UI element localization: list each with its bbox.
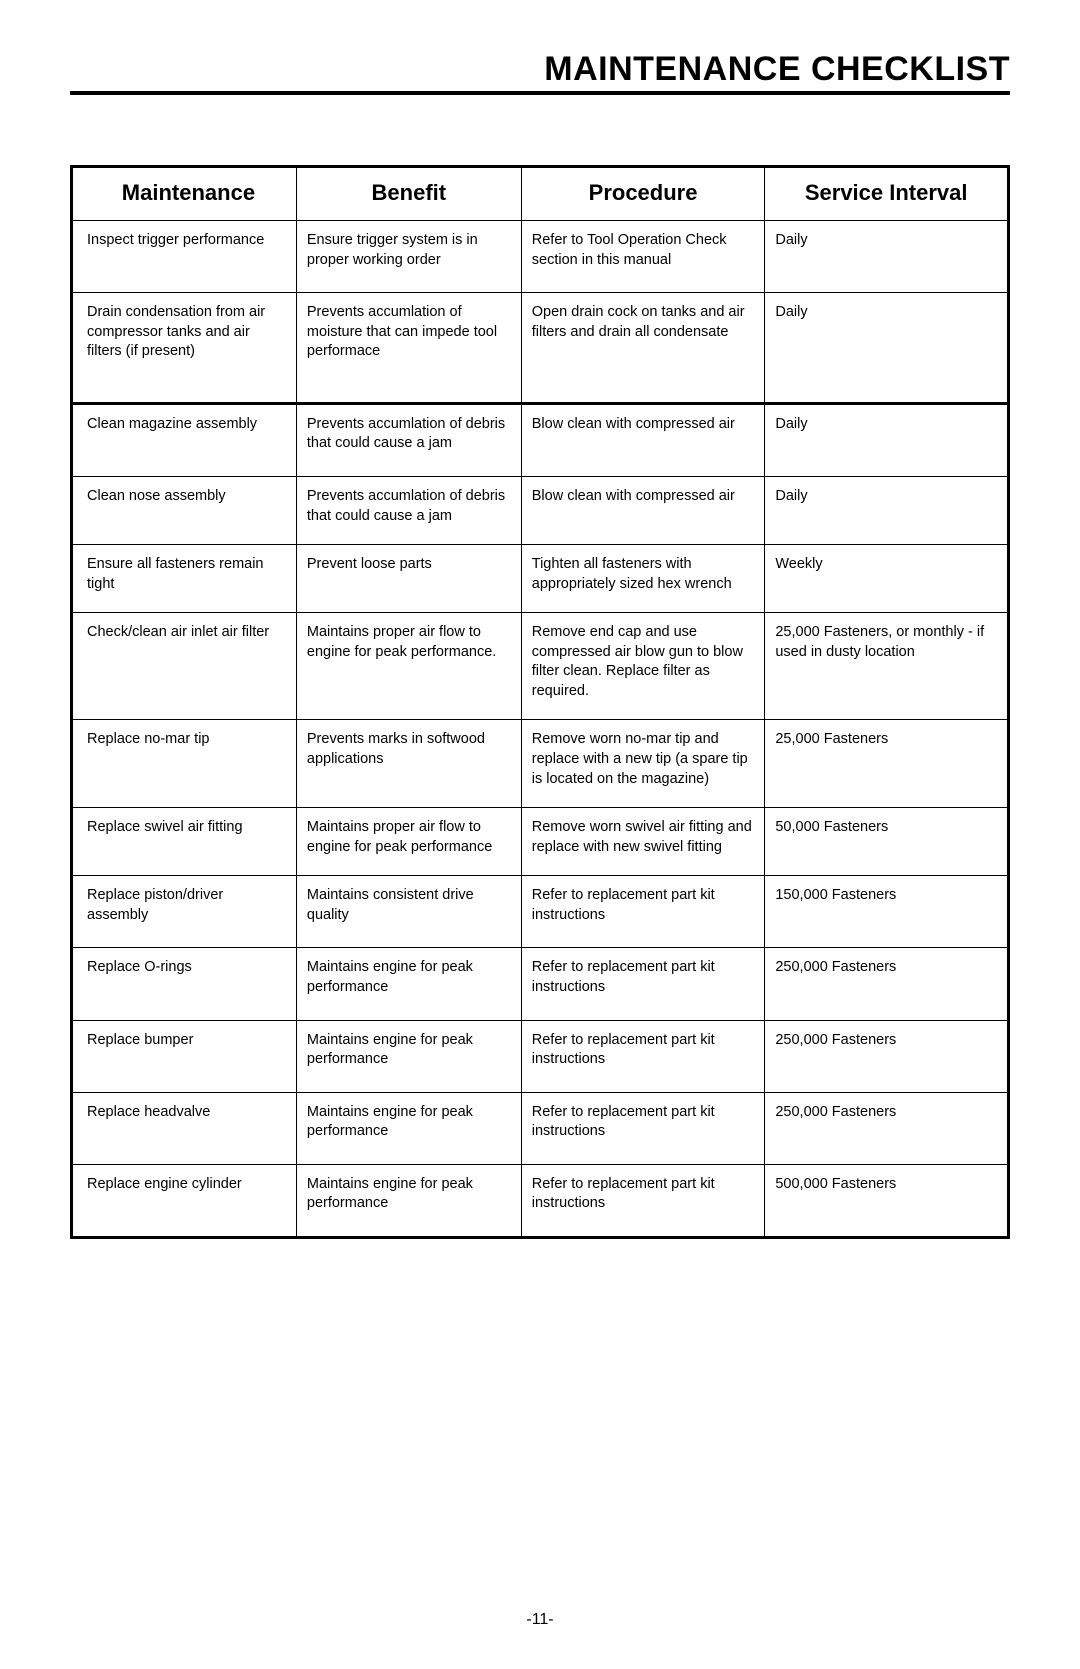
cell-interval: Weekly	[765, 545, 1009, 613]
document-page: MAINTENANCE CHECKLIST Maintenance Benefi…	[0, 0, 1080, 1669]
cell-benefit: Prevents accumlation of moisture that ca…	[296, 293, 521, 404]
cell-benefit: Prevents accumlation of debris that coul…	[296, 476, 521, 544]
table-row: Replace swivel air fittingMaintains prop…	[72, 808, 1009, 876]
cell-maintenance: Inspect trigger performance	[72, 221, 297, 293]
cell-benefit: Maintains consistent drive quality	[296, 876, 521, 948]
page-number: -11-	[0, 1611, 1080, 1629]
cell-interval: 50,000 Fasteners	[765, 808, 1009, 876]
cell-maintenance: Replace piston/driver assembly	[72, 876, 297, 948]
cell-procedure: Refer to replacement part kit instructio…	[521, 876, 765, 948]
cell-procedure: Refer to replacement part kit instructio…	[521, 1020, 765, 1092]
table-row: Ensure all fasteners remain tightPrevent…	[72, 545, 1009, 613]
cell-interval: Daily	[765, 221, 1009, 293]
cell-benefit: Maintains engine for peak performance	[296, 1164, 521, 1237]
col-header-maintenance: Maintenance	[72, 167, 297, 221]
cell-interval: 250,000 Fasteners	[765, 948, 1009, 1020]
table-row: Replace headvalveMaintains engine for pe…	[72, 1092, 1009, 1164]
cell-benefit: Prevents accumlation of debris that coul…	[296, 403, 521, 476]
cell-maintenance: Check/clean air inlet air filter	[72, 613, 297, 720]
cell-interval: Daily	[765, 403, 1009, 476]
cell-procedure: Open drain cock on tanks and air filters…	[521, 293, 765, 404]
cell-maintenance: Replace headvalve	[72, 1092, 297, 1164]
cell-procedure: Blow clean with compressed air	[521, 403, 765, 476]
cell-maintenance: Drain condensation from air compressor t…	[72, 293, 297, 404]
maintenance-table: Maintenance Benefit Procedure Service In…	[70, 165, 1010, 1239]
table-row: Replace O-ringsMaintains engine for peak…	[72, 948, 1009, 1020]
cell-maintenance: Ensure all fasteners remain tight	[72, 545, 297, 613]
cell-interval: 150,000 Fasteners	[765, 876, 1009, 948]
cell-interval: Daily	[765, 293, 1009, 404]
cell-procedure: Refer to Tool Operation Check section in…	[521, 221, 765, 293]
table-row: Clean nose assemblyPrevents accumlation …	[72, 476, 1009, 544]
table-row: Clean magazine assemblyPrevents accumlat…	[72, 403, 1009, 476]
cell-procedure: Refer to replacement part kit instructio…	[521, 948, 765, 1020]
cell-benefit: Maintains engine for peak performance	[296, 948, 521, 1020]
cell-maintenance: Clean magazine assembly	[72, 403, 297, 476]
cell-interval: 25,000 Fasteners	[765, 720, 1009, 808]
cell-interval: 250,000 Fasteners	[765, 1092, 1009, 1164]
cell-procedure: Refer to replacement part kit instructio…	[521, 1164, 765, 1237]
cell-benefit: Maintains proper air flow to engine for …	[296, 808, 521, 876]
page-title-wrap: MAINTENANCE CHECKLIST	[70, 50, 1010, 95]
table-row: Replace engine cylinderMaintains engine …	[72, 1164, 1009, 1237]
page-title: MAINTENANCE CHECKLIST	[544, 50, 1010, 88]
cell-benefit: Ensure trigger system is in proper worki…	[296, 221, 521, 293]
cell-maintenance: Replace swivel air fitting	[72, 808, 297, 876]
cell-maintenance: Replace bumper	[72, 1020, 297, 1092]
cell-interval: 250,000 Fasteners	[765, 1020, 1009, 1092]
cell-interval: 500,000 Fasteners	[765, 1164, 1009, 1237]
cell-maintenance: Clean nose assembly	[72, 476, 297, 544]
cell-procedure: Tighten all fasteners with appropriately…	[521, 545, 765, 613]
cell-maintenance: Replace engine cylinder	[72, 1164, 297, 1237]
col-header-procedure: Procedure	[521, 167, 765, 221]
cell-maintenance: Replace no-mar tip	[72, 720, 297, 808]
table-header-row: Maintenance Benefit Procedure Service In…	[72, 167, 1009, 221]
table-row: Replace bumperMaintains engine for peak …	[72, 1020, 1009, 1092]
table-row: Drain condensation from air compressor t…	[72, 293, 1009, 404]
table-body: Inspect trigger performanceEnsure trigge…	[72, 221, 1009, 1238]
table-row: Replace piston/driver assemblyMaintains …	[72, 876, 1009, 948]
table-row: Check/clean air inlet air filterMaintain…	[72, 613, 1009, 720]
cell-procedure: Refer to replacement part kit instructio…	[521, 1092, 765, 1164]
cell-benefit: Prevent loose parts	[296, 545, 521, 613]
cell-procedure: Blow clean with compressed air	[521, 476, 765, 544]
cell-interval: Daily	[765, 476, 1009, 544]
cell-benefit: Maintains proper air flow to engine for …	[296, 613, 521, 720]
cell-maintenance: Replace O-rings	[72, 948, 297, 1020]
cell-procedure: Remove end cap and use compressed air bl…	[521, 613, 765, 720]
col-header-benefit: Benefit	[296, 167, 521, 221]
cell-interval: 25,000 Fasteners, or monthly - if used i…	[765, 613, 1009, 720]
cell-benefit: Maintains engine for peak performance	[296, 1020, 521, 1092]
cell-procedure: Remove worn no-mar tip and replace with …	[521, 720, 765, 808]
col-header-interval: Service Interval	[765, 167, 1009, 221]
table-row: Replace no-mar tipPrevents marks in soft…	[72, 720, 1009, 808]
table-row: Inspect trigger performanceEnsure trigge…	[72, 221, 1009, 293]
cell-procedure: Remove worn swivel air fitting and repla…	[521, 808, 765, 876]
cell-benefit: Maintains engine for peak performance	[296, 1092, 521, 1164]
cell-benefit: Prevents marks in softwood applications	[296, 720, 521, 808]
